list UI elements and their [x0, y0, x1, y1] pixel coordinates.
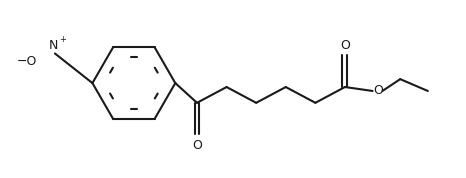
- Text: O: O: [340, 38, 350, 51]
- Text: +: +: [59, 35, 66, 44]
- Text: O: O: [192, 139, 202, 152]
- Text: O: O: [374, 85, 384, 98]
- Text: N: N: [48, 38, 58, 51]
- Text: −O: −O: [17, 55, 38, 68]
